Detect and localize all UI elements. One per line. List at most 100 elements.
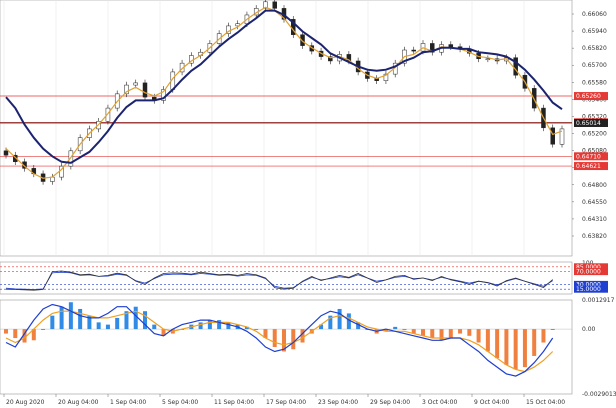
macd-tick-label: -0.0029013 [582, 391, 616, 398]
macd-histogram-bar [124, 311, 129, 330]
macd-histogram-bar [430, 329, 435, 339]
macd-histogram-bar [467, 329, 472, 336]
price-plot-area [0, 0, 573, 257]
oscillator-level-label: 85.0000 [576, 264, 601, 271]
oscillator-level-label: 70.0000 [576, 269, 601, 276]
macd-histogram-bar [448, 329, 453, 339]
macd-histogram-bar [13, 329, 18, 339]
oscillator-level-box [574, 280, 608, 288]
candle-body [550, 127, 555, 145]
macd-histogram-bar [411, 329, 416, 334]
candle-body [124, 84, 129, 95]
candle-body [263, 1, 268, 9]
macd-histogram-bar [68, 302, 73, 330]
macd-histogram-bar [254, 329, 259, 330]
time-axis: 20 Aug 2020 20 Aug 04:00 1 Sep 04:00 5 Sep … [3, 394, 565, 406]
macd-histogram-bar [541, 329, 546, 343]
oscillator-level-box [574, 263, 608, 271]
macd-histogram-bar [4, 329, 8, 334]
candle-body [133, 82, 138, 86]
price-tick-label: 0.65320 [582, 113, 607, 120]
price-panel: 0.660600.659400.658200.657000.655800.654… [0, 0, 608, 257]
macd-histogram-bar [115, 317, 120, 330]
time-tick-label: 1 Sep 04:00 [110, 399, 146, 406]
price-tick-label: 0.64310 [582, 216, 607, 223]
candle-body [68, 150, 74, 167]
macd-histogram-bar [272, 329, 277, 347]
macd-histogram-bar [402, 329, 407, 330]
price-tick-label: 0.64550 [582, 199, 607, 206]
macd-histogram-bar [152, 324, 157, 330]
time-tick-label: 15 Oct 04:00 [526, 399, 565, 406]
time-tick-label: 20 Aug 04:00 [58, 399, 99, 406]
macd-histogram-bar [217, 320, 222, 330]
ma-fast-line [5, 6, 563, 179]
macd-histogram-bar [383, 329, 388, 332]
macd-histogram-bar [22, 329, 27, 343]
macd-histogram-bar [504, 329, 509, 365]
macd-histogram-bar [328, 315, 333, 330]
price-tick-label: 0.66060 [582, 11, 607, 18]
macd-histogram-bar [105, 324, 110, 330]
macd-histogram-bar [337, 308, 342, 330]
macd-histogram-bar [133, 306, 138, 330]
macd-histogram-bar [78, 308, 83, 330]
candle-body [559, 128, 565, 145]
price-level-label: 0.64621 [576, 163, 601, 170]
price-tick-label: 0.65080 [582, 148, 607, 155]
candle-body [328, 56, 333, 62]
macd-histogram-bar [476, 329, 481, 343]
price-tick-label: 0.63820 [582, 233, 607, 240]
macd-histogram-bar [207, 320, 212, 330]
macd-histogram-bar [550, 329, 555, 330]
candle-body [142, 82, 148, 98]
macd-histogram-bar [485, 329, 490, 352]
price-tick-label: 0.64800 [582, 182, 607, 189]
macd-histogram-bar [513, 329, 518, 370]
candle-body [411, 49, 416, 52]
candle-body [346, 54, 352, 62]
candle-body [383, 73, 389, 81]
macd-histogram-bar [41, 329, 46, 330]
macd-histogram-bar [31, 329, 36, 341]
macd-histogram-bar [291, 329, 296, 350]
price-tick-label: 0.65200 [582, 131, 607, 138]
price-tick-label: 0.65940 [582, 28, 607, 35]
time-tick-label: 17 Sep 04:00 [266, 399, 306, 406]
macd-histogram-bar [282, 329, 286, 352]
macd-tick-label: 0.00 [582, 326, 596, 333]
oscillator-level-box [574, 268, 608, 276]
oscillator-level-box [574, 285, 608, 293]
macd-histogram-bar [143, 311, 147, 330]
time-tick-label: 3 Oct 04:00 [422, 399, 457, 406]
time-tick-label: 9 Oct 04:00 [474, 399, 509, 406]
oscillator-level-label: 15.0000 [576, 286, 601, 293]
time-tick-label: 11 Sep 04:00 [214, 399, 254, 406]
candle-body [300, 34, 305, 46]
macd-histogram-bar [346, 313, 351, 330]
candle-body [105, 107, 111, 122]
macd-histogram-bar [50, 315, 55, 330]
ma-slow-line [5, 9, 563, 164]
macd-histogram-bar [87, 315, 92, 330]
candle-body [430, 43, 435, 53]
candle-body [485, 58, 491, 61]
time-tick-label: 20 Aug 2020 [6, 399, 45, 406]
price-level-label: 0.65014 [576, 120, 601, 127]
macd-histogram-bar [522, 329, 527, 368]
oscillator-level-label: 30.0000 [576, 281, 601, 288]
candle-body [226, 25, 231, 34]
macd-tick-label: 0.0012917 [582, 297, 615, 304]
macd-histogram-bar [161, 329, 166, 336]
macd-histogram-bar [226, 322, 231, 330]
time-tick-label: 29 Sep 04:00 [370, 399, 410, 406]
oscillator-series-a [5, 270, 553, 291]
price-level-label: 0.64710 [576, 153, 601, 160]
macd-main-line [5, 303, 554, 377]
price-level-box [574, 92, 608, 101]
price-level-box [574, 162, 608, 171]
macd-histogram-bar [495, 329, 500, 359]
candle-body [3, 150, 9, 156]
